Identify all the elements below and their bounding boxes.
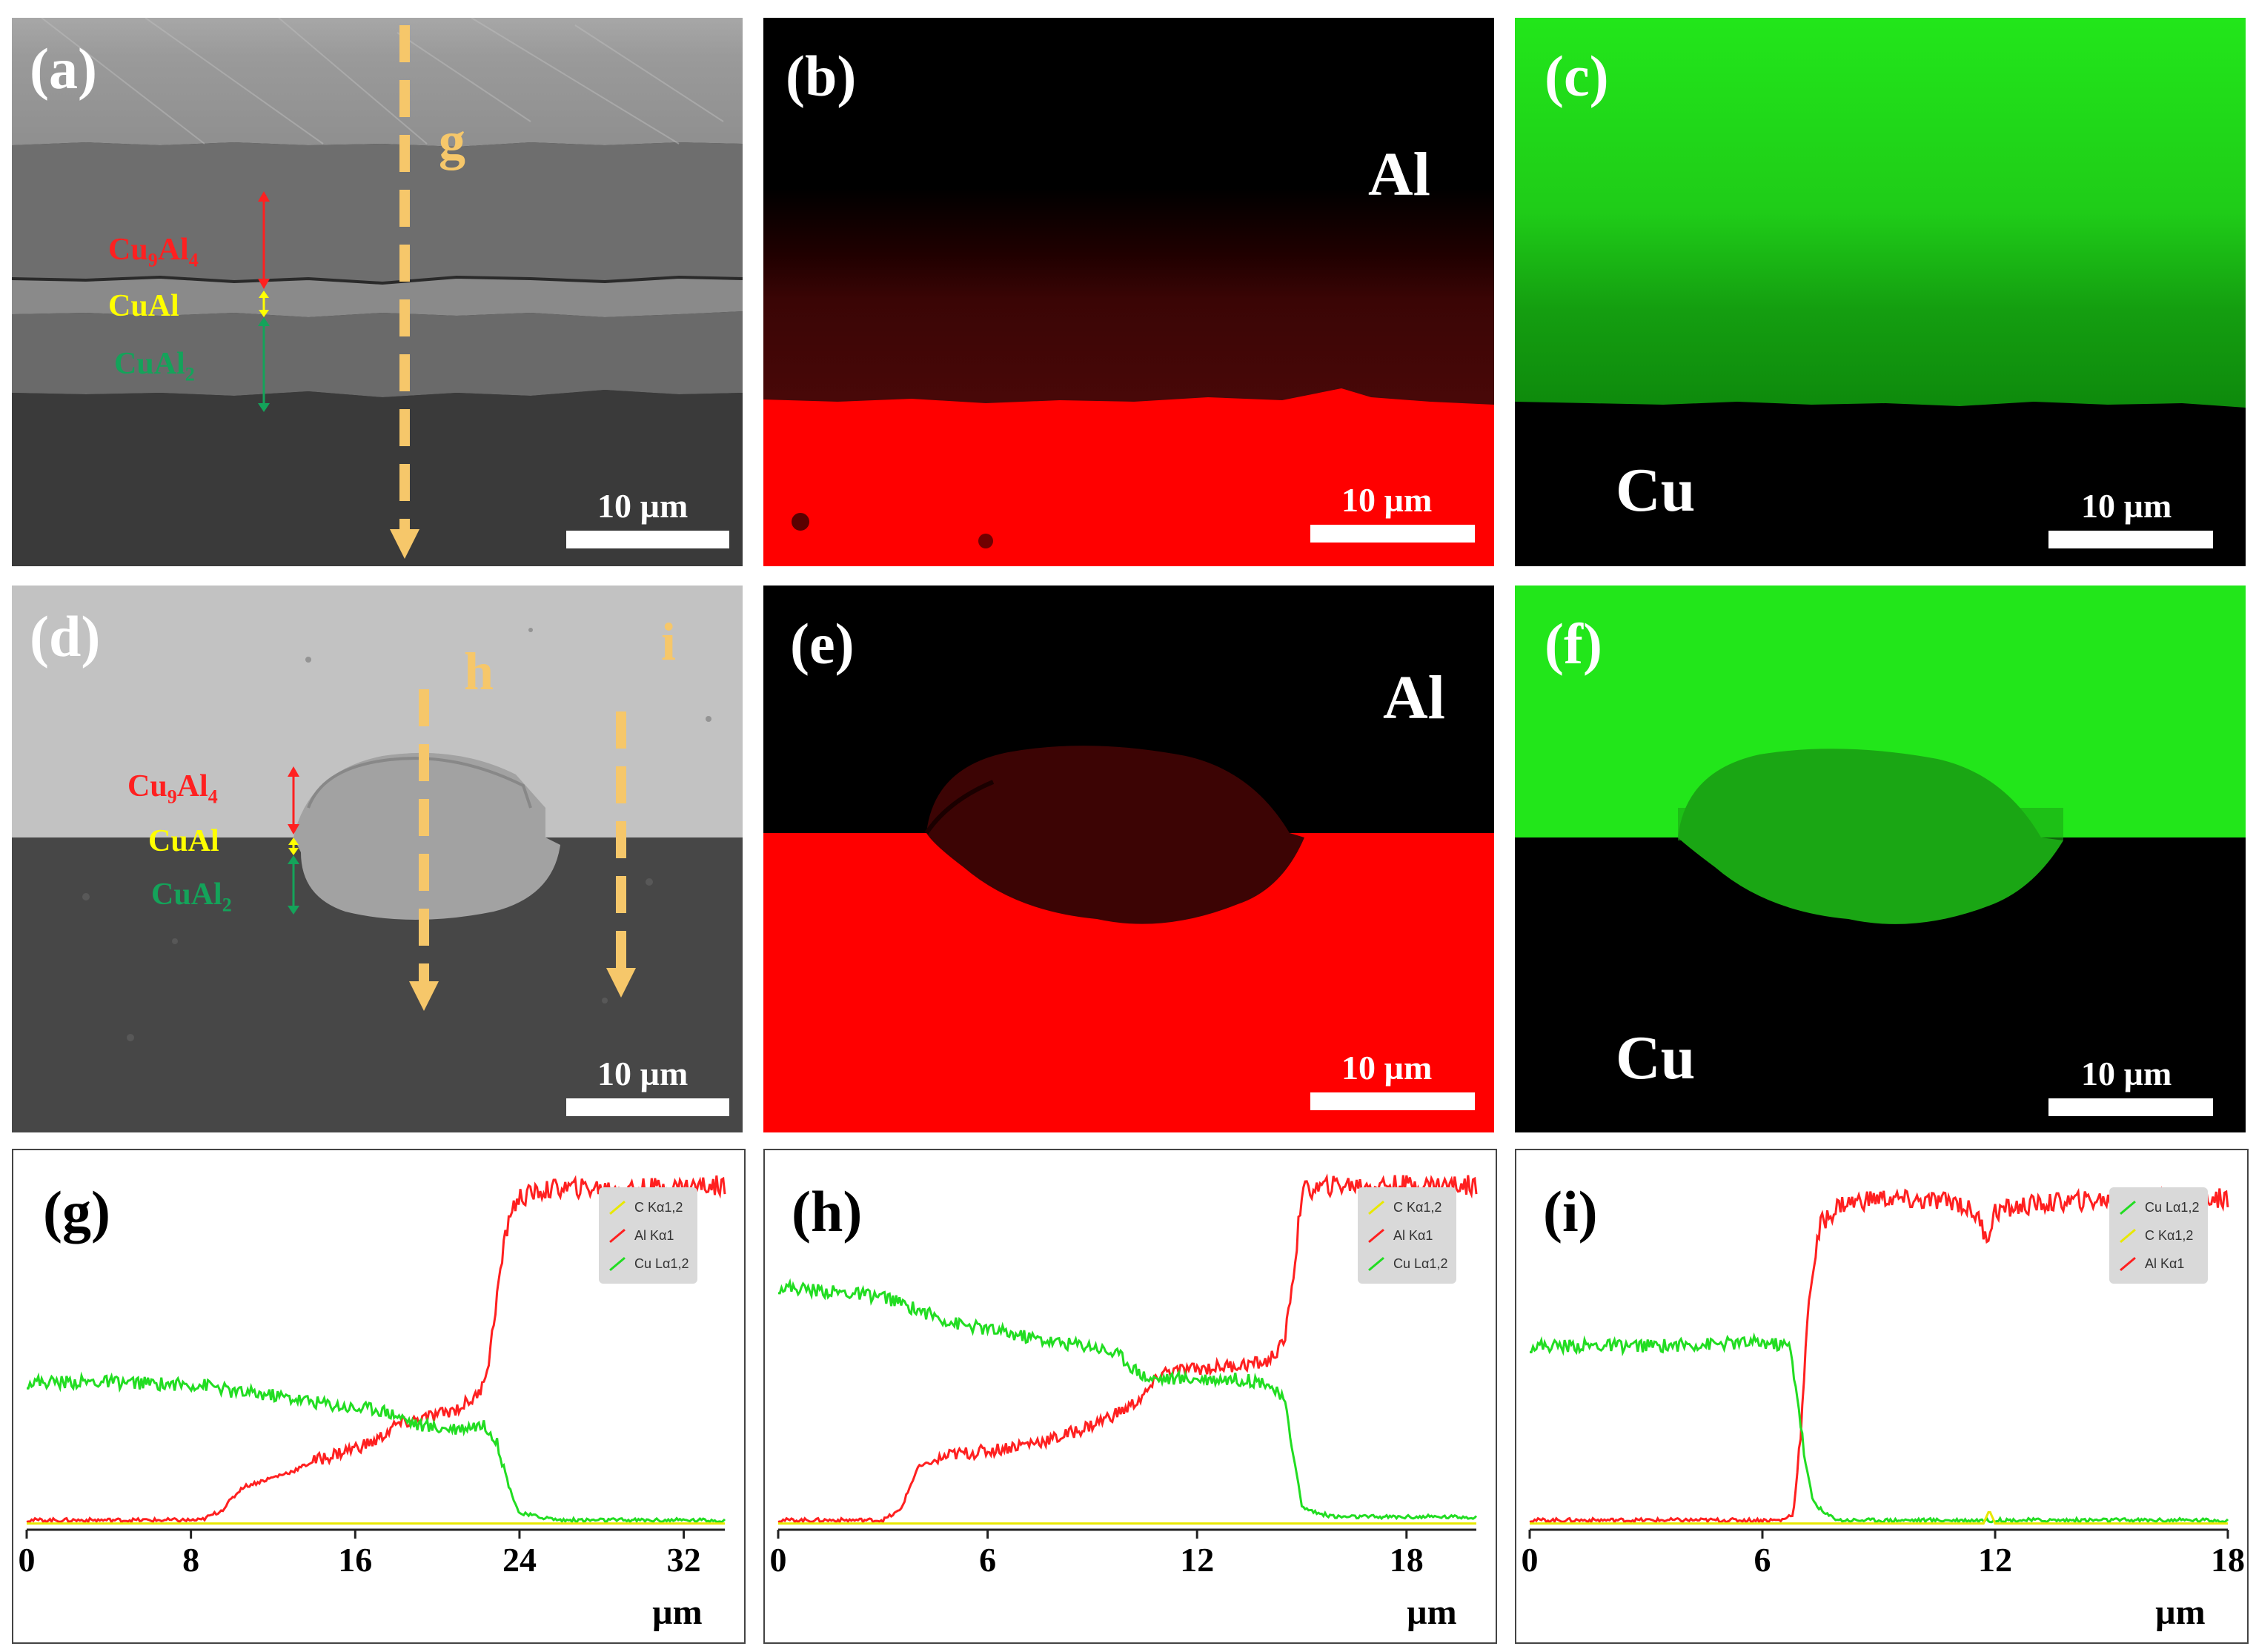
- legend-item: Cu Lα1,2: [608, 1250, 689, 1278]
- series-line: [1530, 1332, 2229, 1525]
- cu-map-c: [1515, 18, 2246, 408]
- x-tick-label: 6: [979, 1541, 996, 1579]
- eds-panel-c: (c) Cu 10 µm: [1515, 18, 2246, 566]
- element-label-e: Al: [1383, 663, 1445, 732]
- series-line: [777, 1173, 1478, 1525]
- panel-label-c: (c): [1545, 44, 1609, 108]
- x-tick-label: 12: [1180, 1541, 1214, 1579]
- legend-item: C Kα1,2: [2118, 1221, 2199, 1250]
- scale-bar-a: [566, 531, 729, 548]
- x-tick-label: 18: [2211, 1541, 2245, 1579]
- chart-h: 0 6 12 18 (h) C Kα1,2 Al Kα1 Cu Lα1,2 µm: [763, 1149, 1497, 1644]
- sem-panel-a: (a) g Cu9Al4 CuAl CuAl2 10 µm: [12, 18, 743, 566]
- phase-label-cu9al4: Cu9Al4: [108, 233, 199, 271]
- scale-bar-f: [2048, 1098, 2213, 1116]
- x-tick-label: 32: [667, 1541, 701, 1579]
- scale-text-c: 10 µm: [2081, 487, 2172, 525]
- series-line: [1530, 1510, 2228, 1525]
- legend-item: Al Kα1: [2118, 1250, 2199, 1278]
- x-tick-label: 0: [19, 1541, 36, 1579]
- panel-label-b: (b): [786, 44, 857, 108]
- chart-i: 0 6 12 18 (i) Cu Lα1,2 C Kα1,2 Al Kα1 µm: [1515, 1149, 2249, 1644]
- phase-label-cual: CuAl: [108, 289, 179, 323]
- scale-text-e: 10 µm: [1341, 1049, 1433, 1087]
- x-unit-i: µm: [2155, 1593, 2206, 1632]
- panel-label-d: (d): [30, 604, 101, 669]
- legend-item: Al Kα1: [1367, 1221, 1447, 1250]
- chart-svg-g: 0 8 16 24 32: [19, 1175, 726, 1579]
- scale-bar-b: [1310, 525, 1475, 543]
- line-label-h: h: [464, 642, 494, 701]
- al-map-b: [763, 188, 1494, 566]
- x-tick-label: 8: [182, 1541, 199, 1579]
- eds-panel-b: (b) Al 10 µm: [763, 18, 1494, 566]
- sem-image-d: [12, 586, 743, 1132]
- legend-i: Cu Lα1,2 C Kα1,2 Al Kα1: [2109, 1187, 2209, 1284]
- cu-map-f: [1515, 586, 2246, 924]
- line-label-g: g: [439, 111, 465, 170]
- x-tick-label: 12: [1978, 1541, 2012, 1579]
- scale-bar-d: [566, 1098, 729, 1116]
- sem-panel-d: (d) h i Cu9Al4 CuAl CuAl2 10 µm: [12, 586, 743, 1132]
- scale-text-f: 10 µm: [2081, 1055, 2172, 1092]
- phase-label-cual2: CuAl2: [114, 347, 195, 385]
- legend-item: C Kα1,2: [1367, 1193, 1447, 1221]
- legend-item: C Kα1,2: [608, 1193, 689, 1221]
- legend-g: C Kα1,2 Al Kα1 Cu Lα1,2: [599, 1187, 698, 1284]
- legend-h: C Kα1,2 Al Kα1 Cu Lα1,2: [1358, 1187, 1457, 1284]
- x-unit-g: µm: [652, 1593, 703, 1632]
- legend-item: Cu Lα1,2: [2118, 1193, 2199, 1221]
- eds-panel-e: (e) Al 10 µm: [763, 586, 1494, 1132]
- element-label-b: Al: [1368, 140, 1430, 209]
- phase-label-cual-d: CuAl: [148, 824, 219, 858]
- series-line: [26, 1175, 726, 1525]
- series-line: [27, 1371, 726, 1525]
- line-label-i: i: [661, 612, 677, 671]
- scale-bar-c: [2048, 531, 2213, 548]
- x-tick-label: 0: [1522, 1541, 1539, 1579]
- series-line: [777, 1278, 1478, 1521]
- panel-label-a: (a): [30, 36, 97, 101]
- chart-title-h: (h): [792, 1179, 863, 1244]
- element-label-c: Cu: [1616, 456, 1696, 525]
- al-map-e: [763, 586, 1494, 1132]
- panel-label-e: (e): [790, 611, 855, 676]
- scale-text-b: 10 µm: [1341, 481, 1433, 519]
- chart-title-g: (g): [43, 1179, 110, 1244]
- scale-text-a: 10 µm: [597, 487, 689, 525]
- phase-label-cu9al4-d: Cu9Al4: [127, 769, 218, 808]
- chart-svg-h: 0 6 12 18: [770, 1173, 1478, 1579]
- x-tick-label: 24: [502, 1541, 537, 1579]
- legend-item: Cu Lα1,2: [1367, 1250, 1447, 1278]
- phase-label-cual2-d: CuAl2: [151, 878, 232, 916]
- element-label-f: Cu: [1616, 1024, 1696, 1092]
- chart-title-i: (i): [1543, 1179, 1598, 1244]
- x-unit-h: µm: [1407, 1593, 1457, 1632]
- eds-panel-f: (f) Cu 10 µm: [1515, 586, 2246, 1132]
- x-tick-label: 18: [1390, 1541, 1424, 1579]
- chart-g: 0 8 16 24 32 (g) C Kα1,2 Al Kα1 Cu Lα1,2 µm: [12, 1149, 746, 1644]
- panel-label-f: (f): [1545, 611, 1602, 676]
- scale-bar-e: [1310, 1092, 1475, 1110]
- legend-item: Al Kα1: [608, 1221, 689, 1250]
- scale-text-d: 10 µm: [597, 1055, 689, 1092]
- x-tick-label: 0: [770, 1541, 787, 1579]
- x-tick-label: 16: [338, 1541, 372, 1579]
- sem-image-a: [12, 18, 743, 566]
- x-tick-label: 6: [1754, 1541, 1771, 1579]
